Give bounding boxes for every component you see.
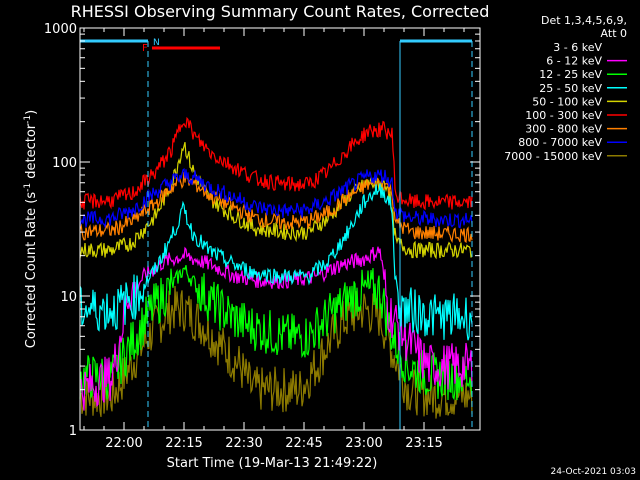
chart-title: RHESSI Observing Summary Count Rates, Co… <box>71 2 490 21</box>
flag-label: F <box>142 43 148 54</box>
series-line-100-300-kev <box>79 116 473 211</box>
x-tick-label: 22:00 <box>105 436 142 451</box>
legend-entry-label: 300 - 800 keV <box>525 123 602 136</box>
x-tick-label: 22:30 <box>225 436 262 451</box>
legend-entry-label: 12 - 25 keV <box>539 68 602 81</box>
series-layer <box>79 116 473 419</box>
legend-entry-label: 6 - 12 keV <box>546 55 602 68</box>
timestamp: 24-Oct-2021 03:03 <box>551 467 636 477</box>
y-tick-label: 100 <box>52 156 77 171</box>
legend-entry-label: 100 - 300 keV <box>525 109 602 122</box>
y-tick-label: 1000 <box>44 22 77 37</box>
y-tick-label: 1 <box>69 424 77 439</box>
legend-title-2: Att 0 <box>601 27 627 40</box>
legend-entry-label: 7000 - 15000 keV <box>504 150 602 163</box>
series-line-25-50-kev <box>79 183 473 341</box>
annotation-layer: NF <box>80 38 473 430</box>
x-tick-label: 23:00 <box>345 436 382 451</box>
legend-entry-label: 50 - 100 keV <box>532 95 602 108</box>
legend-entry-label: 3 - 6 keV <box>553 41 602 54</box>
ticks-layer: 22:00 22:15 22:30 22:45 23:00 23:15 1 10 100 1000 <box>44 22 480 451</box>
x-tick-label: 23:15 <box>405 436 442 451</box>
series-line-300-800-kev <box>79 172 473 244</box>
series-line-800-7000-kev <box>79 168 473 229</box>
x-axis-label: Start Time (19-Mar-13 21:49:22) <box>167 456 378 471</box>
legend-entry-label: 800 - 7000 keV <box>518 136 602 149</box>
y-axis-label-sup1: -1 <box>23 183 33 192</box>
y-axis-label-sup2: -1 <box>23 115 33 124</box>
series-line-6-12-kev <box>79 246 473 411</box>
legend-title-1: Det 1,3,4,5,6,9, <box>541 14 627 27</box>
left-bar-label: N <box>153 38 160 48</box>
x-tick-label: 22:45 <box>285 436 322 451</box>
y-axis-label-end: ) <box>24 110 39 115</box>
y-axis-label: Corrected Count Rate (s-1 detector-1) <box>23 110 39 348</box>
y-axis-label-mid: detector <box>24 123 39 183</box>
plot-frame <box>79 27 481 431</box>
y-axis-label-main: Corrected Count Rate (s <box>24 192 39 349</box>
series-line-50-100-kev <box>79 142 473 260</box>
x-tick-label: 22:15 <box>165 436 202 451</box>
y-tick-label: 10 <box>60 290 77 305</box>
legend-entry-label: 25 - 50 keV <box>539 82 602 95</box>
